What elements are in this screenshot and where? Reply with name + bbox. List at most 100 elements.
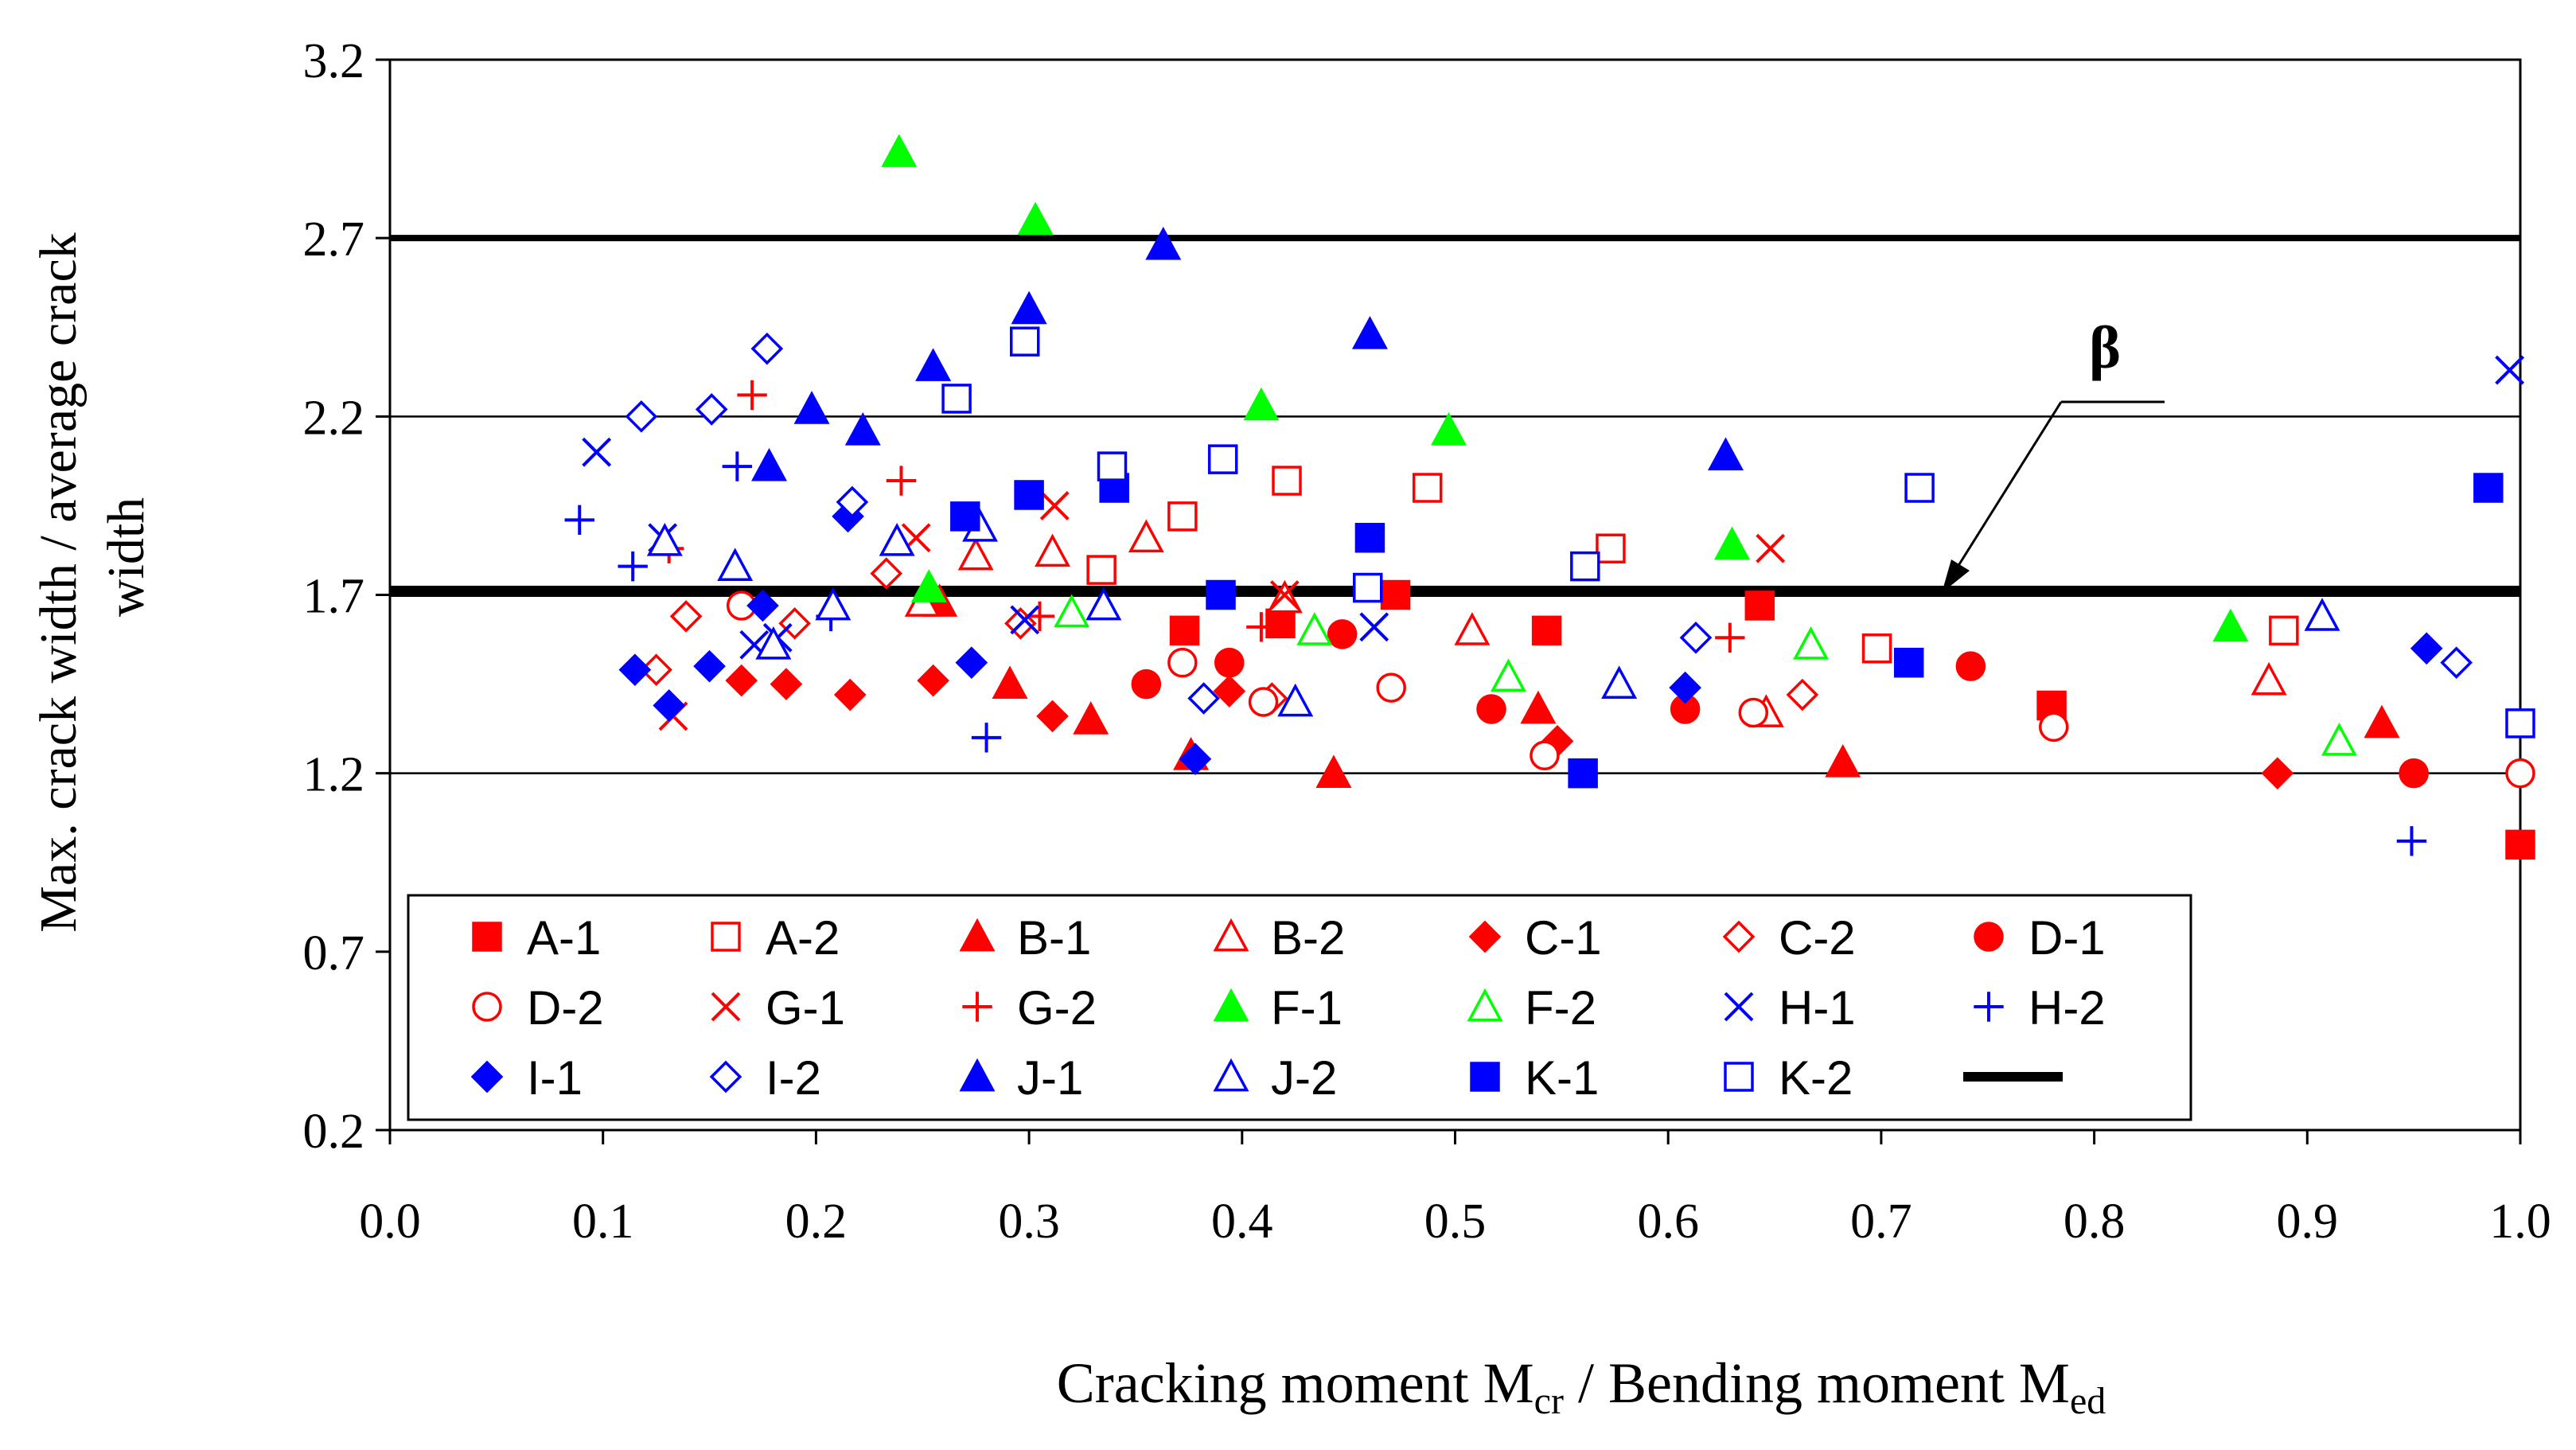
legend-entry: A-1 <box>472 911 601 965</box>
data-point <box>653 689 686 722</box>
data-point <box>1786 678 1819 711</box>
data-point <box>950 501 980 532</box>
legend-marker <box>959 1058 996 1092</box>
legend-marker <box>1974 992 2004 1022</box>
data-point <box>1167 501 1198 532</box>
series-f-2 <box>1054 594 2357 756</box>
legend-marker <box>959 918 996 952</box>
data-point <box>1715 622 1745 653</box>
data-point <box>844 412 881 446</box>
data-point <box>1085 587 1122 621</box>
x-tick-label: 0.0 <box>359 1195 421 1249</box>
data-point <box>941 384 972 414</box>
legend-marker <box>470 1060 504 1093</box>
x-tick-label: 0.8 <box>2064 1195 2126 1249</box>
data-point <box>2251 661 2287 696</box>
data-point <box>751 447 787 481</box>
data-point <box>1206 579 1236 610</box>
legend-entry: G-2 <box>962 981 1097 1035</box>
beta-arrow-head <box>1942 559 1970 593</box>
data-point <box>1327 619 1358 649</box>
legend-entry: H-2 <box>1974 981 2106 1035</box>
legend-label: K-2 <box>1779 1051 1853 1105</box>
data-point <box>750 332 784 365</box>
legend-label: J-1 <box>1017 1051 1083 1105</box>
data-points <box>564 134 2535 860</box>
data-point <box>1265 608 1296 639</box>
legend-entry: G-1 <box>711 981 845 1035</box>
data-point <box>1269 580 1300 610</box>
data-point <box>1246 612 1276 642</box>
data-point <box>618 551 648 582</box>
y-tick-label: 0.7 <box>303 926 365 980</box>
legend-label: B-2 <box>1271 911 1345 965</box>
y-axis-title-line2: width <box>97 497 155 617</box>
data-point <box>1738 697 1769 728</box>
data-point <box>1380 579 1411 610</box>
legend-marker <box>472 992 502 1022</box>
y-tick-label: 1.2 <box>303 748 365 802</box>
legend-marker <box>962 992 992 1022</box>
legend-marker <box>1468 920 1502 953</box>
x-tick-label: 0.2 <box>785 1195 848 1249</box>
legend-marker <box>1213 1058 1249 1092</box>
data-point <box>879 523 915 556</box>
legend-label: I-2 <box>766 1051 821 1105</box>
data-point <box>1035 533 1071 567</box>
data-point <box>833 678 867 711</box>
data-point <box>1207 444 1238 474</box>
data-point <box>1714 526 1750 560</box>
data-point <box>955 646 988 680</box>
series-j-1 <box>751 226 1744 481</box>
data-point <box>669 600 703 633</box>
legend-entry: I-2 <box>709 1051 821 1105</box>
data-point <box>1679 621 1713 654</box>
data-point <box>1017 201 1054 236</box>
data-point <box>2396 826 2427 856</box>
data-point <box>618 653 652 686</box>
legend-marker <box>1467 988 1503 1022</box>
data-point <box>1570 551 1600 582</box>
legend-entry: H-1 <box>1724 981 1856 1035</box>
legend-marker <box>472 922 502 952</box>
data-point <box>870 557 903 590</box>
series-k-2 <box>941 326 2535 739</box>
data-point <box>1014 480 1044 510</box>
x-tick-label: 0.5 <box>1424 1195 1487 1249</box>
x-tick-label: 0.4 <box>1211 1195 1273 1249</box>
legend-marker <box>711 992 741 1022</box>
data-point <box>1243 387 1280 421</box>
legend-entry: C-2 <box>1722 911 1856 965</box>
data-point <box>971 723 1002 753</box>
legend-label: D-2 <box>527 981 604 1035</box>
data-point <box>1568 758 1598 789</box>
data-point <box>1214 647 1245 678</box>
data-point <box>1707 437 1744 471</box>
data-point <box>1430 412 1467 446</box>
data-point <box>1011 290 1047 325</box>
legend-marker <box>1470 1062 1500 1092</box>
legend-entry: J-2 <box>1213 1051 1337 1105</box>
data-point <box>1352 572 1383 603</box>
data-point <box>1531 615 1562 646</box>
x-tick-label: 0.6 <box>1637 1195 1699 1249</box>
legend-label: A-2 <box>766 911 840 965</box>
legend-label: G-2 <box>1017 981 1097 1035</box>
data-point <box>1744 591 1775 621</box>
x-axis-title-sub2: ed <box>2070 1380 2106 1422</box>
legend-label: J-2 <box>1271 1051 1337 1105</box>
data-point <box>1793 626 1830 660</box>
data-point <box>992 665 1028 699</box>
x-axis-title-main: Cracking moment M <box>1057 1351 1534 1415</box>
y-tick-label: 2.7 <box>303 212 365 267</box>
legend-label: K-1 <box>1525 1051 1599 1105</box>
data-point <box>2212 608 2249 642</box>
legend-entry: B-1 <box>959 911 1091 965</box>
data-point <box>1412 473 1443 503</box>
legend-entry: I-1 <box>470 1051 583 1105</box>
data-point <box>1167 647 1198 678</box>
data-point <box>1054 594 1090 628</box>
data-point <box>722 451 753 481</box>
data-point <box>582 437 612 467</box>
data-point <box>755 626 792 660</box>
